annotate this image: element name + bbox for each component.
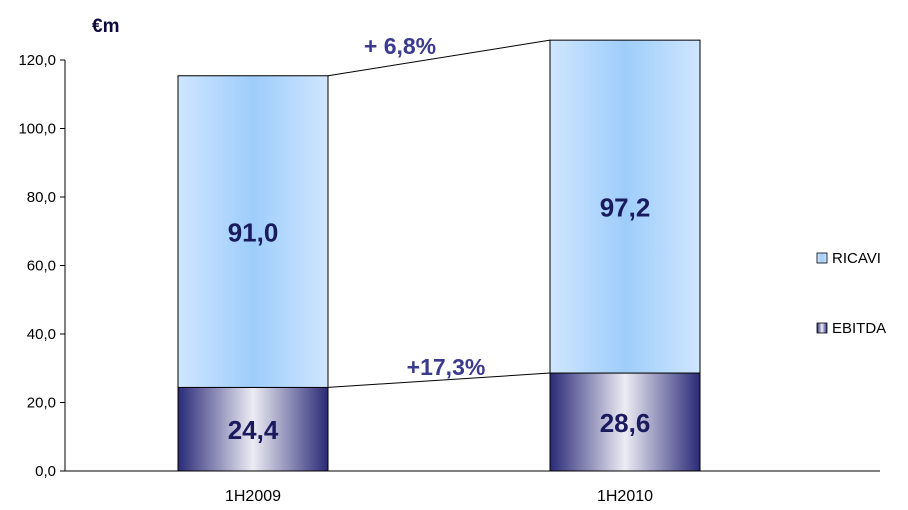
legend-label-ricavi: RICAVI [832, 250, 881, 267]
y-tick-label: 0,0 [35, 463, 56, 480]
value-label-ebitda-1h2009: 24,4 [228, 415, 279, 445]
bars [177, 39, 701, 472]
growth-annotation-ebitda: +17,3% [407, 354, 486, 380]
x-tick-labels: 1H2009 1H2010 [225, 488, 653, 505]
value-labels: 24,4 91,0 28,6 97,2 [228, 193, 651, 446]
y-tick-label: 60,0 [27, 258, 56, 275]
y-tick-label: 20,0 [27, 395, 56, 412]
x-tick-label: 1H2009 [225, 488, 281, 505]
connector-ricavi [327, 39, 551, 77]
x-tick-label: 1H2010 [597, 488, 653, 505]
bar-ebitda-1h2010 [549, 372, 701, 472]
y-tick-label: 40,0 [27, 326, 56, 343]
value-label-ricavi-1h2009: 91,0 [228, 218, 279, 248]
legend-swatch-ricavi [816, 252, 828, 264]
value-label-ebitda-1h2010: 28,6 [600, 408, 651, 438]
growth-connectors [327, 39, 551, 388]
value-label-ricavi-1h2010: 97,2 [600, 193, 651, 223]
growth-annotation-ricavi: + 6,8% [364, 33, 436, 59]
unit-label: €m [92, 16, 119, 37]
y-ticks: 0,0 20,0 40,0 60,0 80,0 100,0 120,0 [18, 52, 65, 480]
bar-ricavi-1h2010 [549, 39, 701, 374]
y-tick-label: 100,0 [18, 121, 56, 138]
legend: RICAVI EBITDA [816, 250, 886, 337]
legend-swatch-ebitda [816, 322, 828, 334]
bar-ricavi-1h2009 [177, 75, 329, 388]
connector-ebitda [327, 372, 551, 388]
y-tick-label: 80,0 [27, 189, 56, 206]
legend-label-ebitda: EBITDA [832, 320, 886, 337]
y-tick-label: 120,0 [18, 52, 56, 69]
